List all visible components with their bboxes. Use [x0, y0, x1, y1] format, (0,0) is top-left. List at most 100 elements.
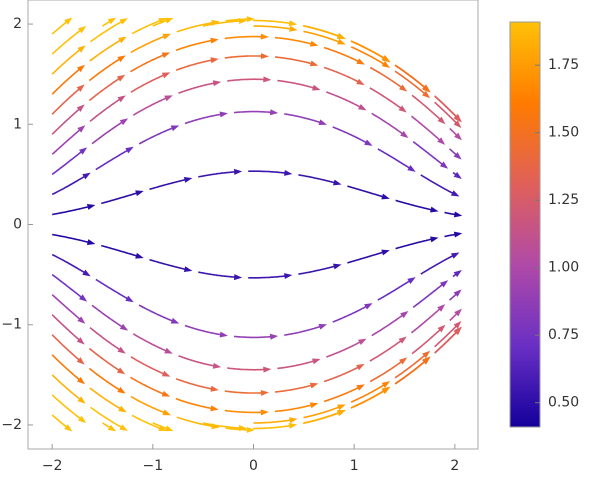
- streamline: [89, 96, 124, 123]
- streamline: [411, 115, 444, 144]
- arrowhead: [107, 17, 117, 25]
- arrowhead: [107, 424, 117, 432]
- arrowhead: [318, 119, 327, 126]
- streamline: [100, 244, 142, 258]
- arrowhead: [454, 326, 462, 335]
- streamlines: [51, 16, 463, 433]
- streamline: [434, 328, 461, 353]
- streamline: [347, 250, 388, 264]
- streamline: [377, 148, 414, 171]
- arrowhead: [337, 404, 346, 411]
- arrowhead: [450, 190, 460, 197]
- streamline: [298, 264, 339, 275]
- streamline: [202, 20, 244, 27]
- streamline: [95, 147, 132, 171]
- arrowhead: [263, 366, 272, 373]
- arrowhead: [453, 171, 462, 180]
- arrowhead: [453, 289, 462, 297]
- streamline: [51, 334, 83, 364]
- streamline: [323, 66, 363, 85]
- streamline: [371, 112, 407, 137]
- arrowhead: [164, 425, 174, 432]
- arrowhead: [161, 52, 171, 59]
- streamline: [332, 303, 371, 323]
- arrowhead: [64, 17, 73, 25]
- streamline: [377, 278, 414, 301]
- streamline: [253, 424, 295, 430]
- arrowhead: [437, 324, 446, 333]
- arrowhead: [453, 231, 463, 238]
- streamline: [184, 112, 226, 125]
- arrowhead: [246, 16, 255, 23]
- arrowhead: [284, 169, 293, 176]
- arrowhead: [437, 137, 446, 145]
- streamline: [130, 356, 168, 377]
- arrowhead: [453, 120, 462, 129]
- arrowhead: [125, 295, 134, 303]
- y-tick-label: −2: [1, 417, 22, 433]
- arrowhead: [382, 55, 391, 63]
- streamline: [132, 95, 171, 116]
- arrowhead: [453, 211, 463, 218]
- streamline: [51, 394, 85, 422]
- streamline: [51, 173, 89, 196]
- streamline: [51, 354, 84, 384]
- arrowhead: [117, 55, 126, 63]
- streamline: [351, 40, 389, 62]
- arrowhead: [78, 147, 88, 155]
- streamline: [284, 324, 325, 336]
- arrowhead: [289, 417, 298, 424]
- streamline: [175, 58, 216, 71]
- arrowhead: [234, 168, 243, 175]
- arrowhead: [454, 308, 462, 317]
- arrowhead: [76, 64, 86, 73]
- streamline: [175, 397, 216, 410]
- streamline: [90, 18, 126, 43]
- arrowhead: [407, 277, 416, 284]
- streamline: [176, 416, 217, 428]
- arrowhead: [333, 179, 342, 186]
- streamline: [100, 191, 142, 205]
- streamline: [351, 387, 389, 409]
- arrowhead: [170, 317, 180, 324]
- arrowhead: [439, 280, 449, 288]
- arrowhead: [164, 17, 174, 24]
- streamline: [227, 367, 269, 371]
- arrowhead: [234, 274, 243, 281]
- arrowhead: [135, 190, 144, 197]
- arrowhead: [82, 172, 91, 180]
- x-tick-label: −2: [42, 458, 63, 474]
- colorbar-tick-label: 1.75: [548, 57, 579, 73]
- streamline: [323, 46, 363, 64]
- arrowhead: [246, 426, 255, 433]
- colorbar-tick-label: 1.25: [548, 192, 579, 208]
- arrowhead: [407, 165, 416, 172]
- streamline: [51, 126, 84, 155]
- plot-frame: [27, 0, 479, 450]
- streamline: [303, 25, 344, 39]
- y-tick-label: −1: [1, 317, 22, 333]
- arrowhead: [183, 176, 193, 183]
- streamline: [138, 125, 177, 145]
- arrowhead: [356, 78, 365, 86]
- arrowhead: [119, 424, 128, 431]
- streamline: [149, 178, 190, 191]
- arrowhead: [117, 95, 126, 103]
- streamline: [326, 339, 365, 358]
- arrowhead: [450, 252, 460, 259]
- arrowhead: [183, 266, 193, 273]
- arrowhead: [356, 384, 365, 391]
- arrowhead: [398, 105, 407, 113]
- streamline: [394, 352, 429, 379]
- streamline: [91, 119, 127, 145]
- arrowhead: [398, 336, 407, 344]
- arrowhead: [309, 60, 319, 67]
- arrowhead: [82, 269, 91, 277]
- streamline: [132, 333, 171, 354]
- streamline: [89, 37, 125, 62]
- streamline: [323, 364, 363, 383]
- arrowhead: [119, 323, 129, 331]
- arrowhead: [219, 111, 228, 118]
- streamline: [411, 326, 444, 355]
